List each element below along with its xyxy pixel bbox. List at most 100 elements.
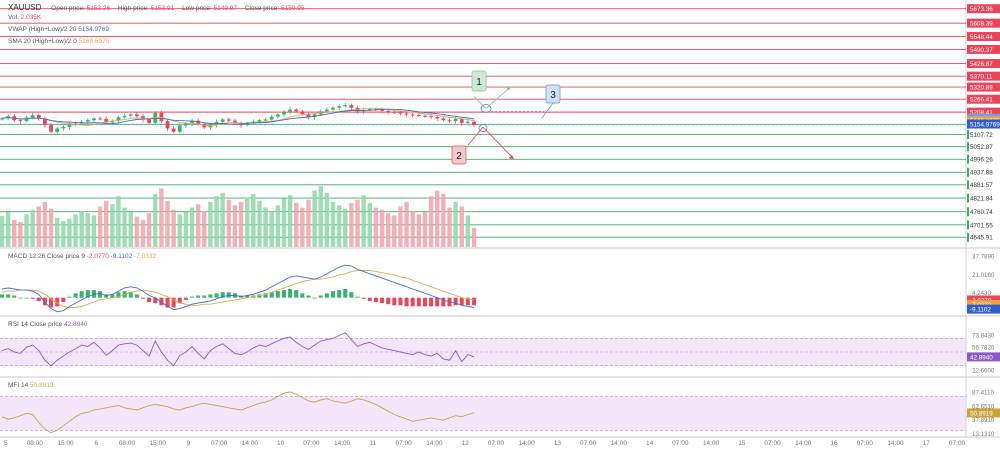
candle-body[interactable] [134,114,139,117]
candle-body[interactable] [233,120,237,123]
volume-bar[interactable] [281,198,287,247]
macd-histogram-bar[interactable] [214,293,219,298]
annotation-1-box[interactable] [471,70,487,92]
candle-body[interactable] [171,128,176,132]
candle-body[interactable] [324,109,329,112]
volume-bar[interactable] [97,206,103,247]
candle-body[interactable] [269,116,274,120]
macd-histogram-bar[interactable] [331,291,336,298]
macd-histogram-bar[interactable] [85,290,90,298]
candle-body[interactable] [331,107,335,110]
macd-histogram-bar[interactable] [24,297,29,299]
candle-body[interactable] [85,120,90,122]
candle-body[interactable] [386,110,391,112]
macd-histogram-bar[interactable] [367,297,372,301]
candle-body[interactable] [18,120,23,122]
volume-bar[interactable] [324,192,330,247]
volume-bar[interactable] [306,199,311,247]
volume-bar[interactable] [441,194,446,247]
candle-body[interactable] [245,123,250,126]
macd-histogram-bar[interactable] [429,297,434,307]
macd-histogram-bar[interactable] [349,292,354,298]
candle-body[interactable] [392,111,397,113]
volume-bar[interactable] [410,210,415,247]
candle-body[interactable] [196,120,201,124]
macd-histogram-bar[interactable] [386,297,391,305]
candle-body[interactable] [159,112,164,122]
volume-bar[interactable] [79,210,84,247]
candle-body[interactable] [275,114,280,117]
macd-histogram-bar[interactable] [294,290,299,298]
volume-bar[interactable] [435,190,440,247]
candle-body[interactable] [116,117,121,121]
volume-bar[interactable] [385,213,391,247]
volume-bar[interactable] [165,200,170,247]
candle-body[interactable] [453,118,458,122]
candle-body[interactable] [43,118,47,126]
macd-histogram-bar[interactable] [410,297,415,307]
volume-bar[interactable] [373,207,379,247]
macd-histogram-bar[interactable] [392,297,397,306]
volume-bar[interactable] [12,219,17,247]
volume-bar[interactable] [287,195,293,247]
macd-histogram-bar[interactable] [472,297,476,306]
candle-body[interactable] [306,113,311,118]
volume-bar[interactable] [189,207,195,247]
volume-bar[interactable] [36,206,41,247]
volume-bar[interactable] [183,212,189,247]
macd-histogram-bar[interactable] [177,297,182,304]
macd-histogram-bar[interactable] [183,297,188,300]
macd-histogram-bar[interactable] [165,297,170,308]
candle-body[interactable] [459,118,464,123]
volume-bar[interactable] [220,192,225,247]
macd-histogram-bar[interactable] [312,297,317,299]
macd-histogram-bar[interactable] [104,294,109,298]
volume-bar[interactable] [416,214,422,247]
macd-histogram-bar[interactable] [324,293,329,298]
volume-bar[interactable] [336,205,342,247]
volume-bar[interactable] [300,207,305,247]
volume-bar[interactable] [367,203,372,247]
macd-histogram-bar[interactable] [134,294,139,298]
macd-histogram-bar[interactable] [318,295,323,298]
volume-bar[interactable] [263,207,268,247]
macd-histogram-bar[interactable] [202,295,207,298]
macd-histogram-bar[interactable] [116,292,121,298]
candle-body[interactable] [282,111,286,115]
volume-bar[interactable] [238,201,244,247]
volume-bar[interactable] [146,213,152,247]
volume-bar[interactable] [48,208,54,247]
macd-histogram-bar[interactable] [355,296,360,298]
macd-histogram-bar[interactable] [61,297,66,303]
volume-bar[interactable] [67,218,72,247]
volume-bar[interactable] [251,194,256,247]
macd-histogram-bar[interactable] [257,294,262,298]
candle-body[interactable] [423,115,427,117]
macd-histogram-bar[interactable] [459,297,464,306]
candle-body[interactable] [214,121,219,125]
macd-histogram-bar[interactable] [110,294,115,298]
candle-body[interactable] [67,124,72,127]
volume-bar[interactable] [465,215,471,247]
candle-body[interactable] [55,128,60,132]
volume-bar[interactable] [404,201,409,247]
candle-body[interactable] [257,120,262,122]
volume-bar[interactable] [140,219,146,247]
volume-bar[interactable] [171,209,176,247]
candle-body[interactable] [349,105,354,108]
macd-histogram-bar[interactable] [208,294,213,298]
volume-bar[interactable] [116,196,121,247]
macd-histogram-bar[interactable] [275,291,280,298]
candle-body[interactable] [177,125,182,132]
volume-bar[interactable] [61,221,66,247]
candle-body[interactable] [343,105,348,107]
macd-histogram-bar[interactable] [98,291,103,298]
volume-bar[interactable] [128,212,133,247]
volume-bar[interactable] [42,201,48,247]
volume-bar[interactable] [73,214,78,247]
macd-histogram-bar[interactable] [49,297,54,308]
candle-body[interactable] [24,117,29,122]
candle-body[interactable] [30,115,35,118]
macd-histogram-bar[interactable] [79,291,84,298]
